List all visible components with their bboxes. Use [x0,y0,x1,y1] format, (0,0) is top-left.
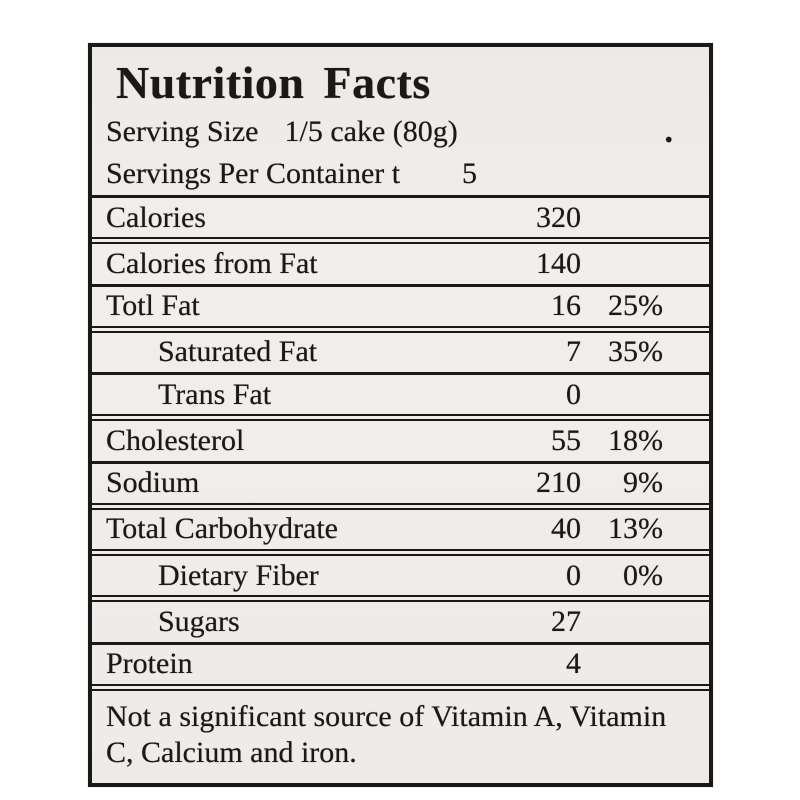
nutrient-name: Protein [106,647,193,681]
nutrient-name: Dietary Fiber [158,558,319,592]
nutrient-amount: 55 [551,423,581,457]
nutrition-label: Nutrition Facts Serving Size 1/5 cake (8… [88,43,713,787]
nutrient-row: Total Carbohydrate 40 13% [92,502,709,549]
nutrient-name: Sugars [158,605,240,639]
nutrient-row: Dietary Fiber 0 0% [92,549,709,595]
servings-per-container-value: 5 [462,157,477,190]
nutrient-amount: 27 [551,605,581,639]
nutrient-rows: Calories 320 Calories from Fat 140 Totl … [92,195,709,684]
nutrient-amount: 40 [551,512,581,546]
nutrient-row: Protein 4 [92,641,709,684]
nutrient-amount: 16 [551,289,581,323]
nutrient-amount: 320 [536,200,581,234]
nutrient-amount: 7 [566,335,581,369]
nutrient-name: Calories from Fat [106,246,318,280]
serving-size-row: Serving Size 1/5 cake (80g) . [92,111,709,153]
serving-size-value: 1/5 cake (80g) [284,115,458,148]
nutrient-name: Saturated Fat [158,335,318,369]
servings-per-container-row: Servings Per Container t 5 [92,153,709,195]
nutrient-name: Calories [106,200,206,234]
label-title: Nutrition Facts [116,57,431,108]
servings-per-container-label: Servings Per Container t [106,157,401,190]
nutrient-row: Calories 320 [92,195,709,237]
nutrient-dv-percent: 25% [608,289,663,323]
nutrient-dv-percent: 9% [623,466,663,500]
nutrient-name: Totl Fat [106,289,200,323]
nutrient-row: Trans Fat 0 [92,372,709,414]
nutrient-dv-percent: 13% [608,512,663,546]
nutrient-amount: 0 [566,377,581,411]
nutrient-dv-percent: 35% [608,335,663,369]
nutrient-amount: 140 [536,246,581,280]
nutrient-row: Sodium 210 9% [92,460,709,503]
footnote: Not a significant source of Vitamin A, V… [92,684,709,783]
nutrient-amount: 4 [566,647,581,681]
nutrient-name: Trans Fat [158,377,272,411]
nutrient-row: Totl Fat 16 25% [92,283,709,326]
nutrient-row: Cholesterol 55 18% [92,414,709,460]
nutrient-dv-percent: 0% [623,558,663,592]
nutrient-amount: 0 [566,558,581,592]
serving-size-label: Serving Size [106,115,259,148]
nutrient-row: Saturated Fat 7 35% [92,325,709,372]
nutrient-dv-percent: 18% [608,423,663,457]
nutrient-name: Sodium [106,466,200,500]
nutrient-amount: 210 [536,466,581,500]
nutrient-name: Cholesterol [106,423,245,457]
stray-print-dot: . [664,113,674,150]
nutrient-name: Total Carbohydrate [106,512,338,546]
nutrient-row: Sugars 27 [92,595,709,641]
nutrient-row: Calories from Fat 140 [92,237,709,283]
